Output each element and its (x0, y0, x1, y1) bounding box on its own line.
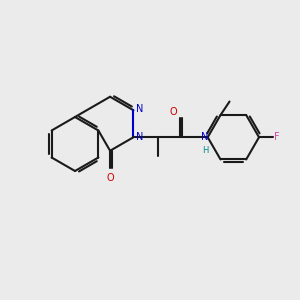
Text: H: H (202, 146, 208, 155)
Text: O: O (170, 107, 178, 117)
Text: N: N (136, 132, 143, 142)
Text: N: N (136, 104, 143, 114)
Text: O: O (106, 173, 114, 183)
Text: F: F (274, 132, 280, 142)
Text: N: N (201, 132, 209, 142)
